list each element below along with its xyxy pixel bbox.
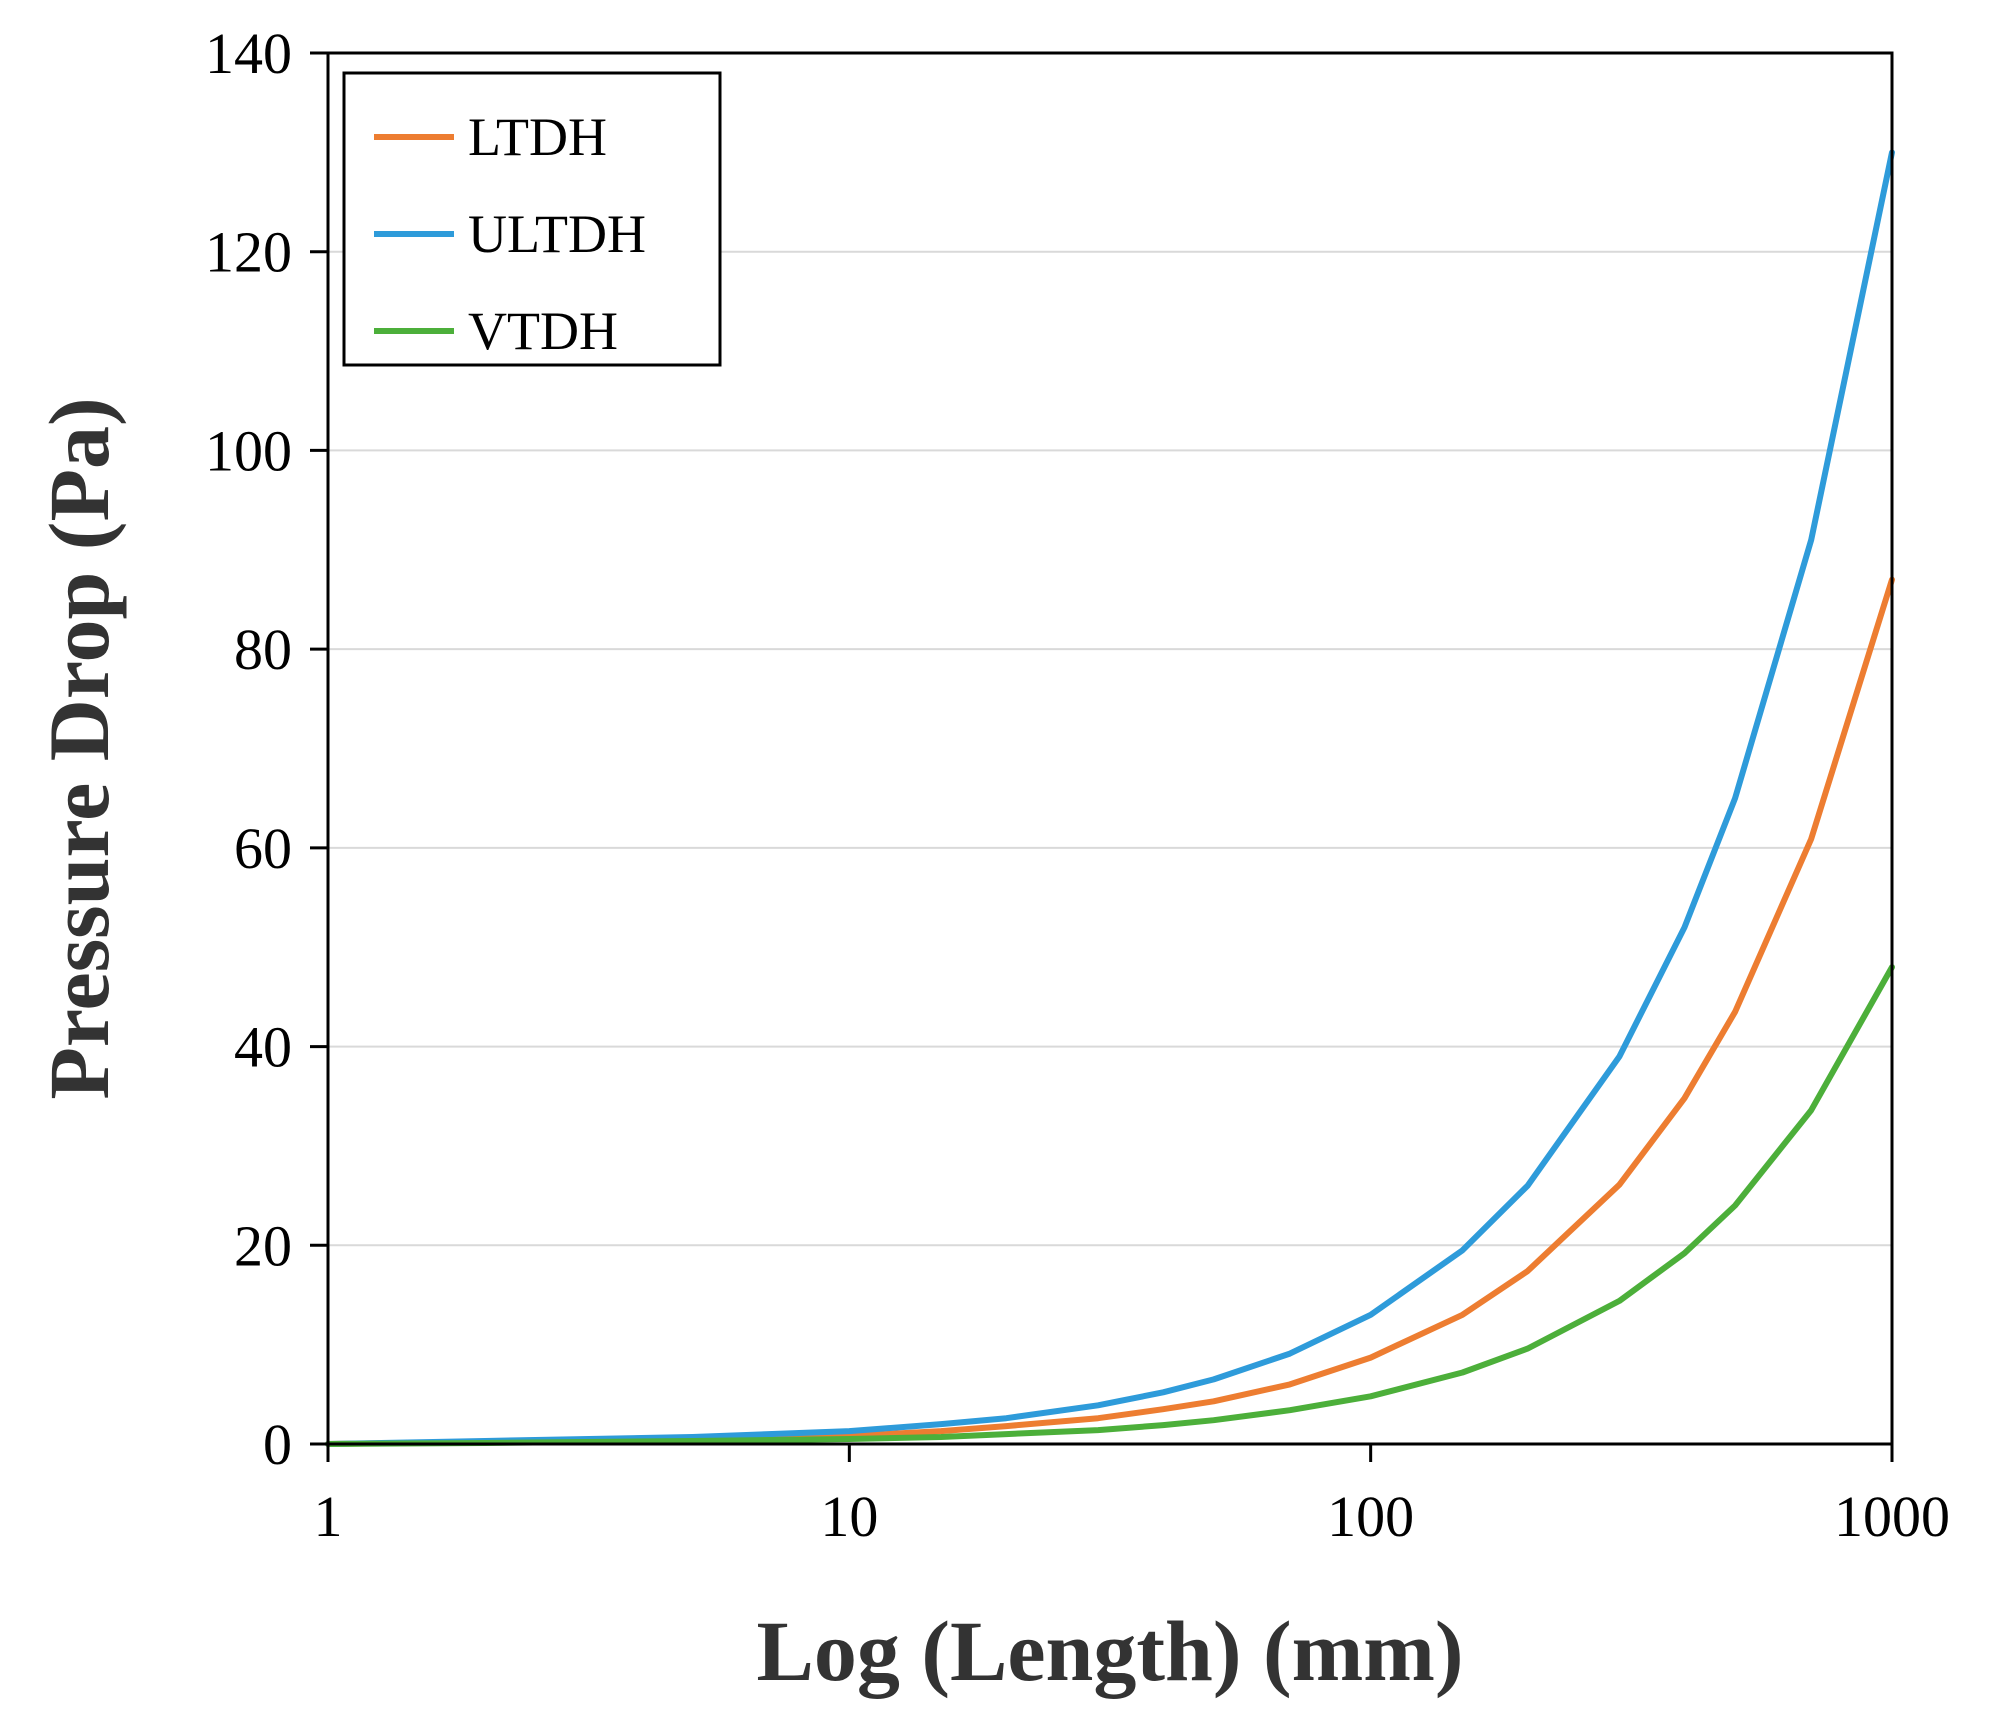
legend-label-ultdh: ULTDH	[468, 204, 646, 264]
x-tick-label: 1000	[1834, 1484, 1950, 1549]
series-layer	[325, 149, 1895, 1447]
tick-layer: 0 20 40 60 80 100 120 140 1 10 100 1000	[205, 21, 1950, 1549]
legend-label-vtdh: VTDH	[468, 301, 618, 361]
y-tick-label: 80	[234, 617, 292, 682]
y-tick-label: 0	[263, 1412, 292, 1477]
plot-frame	[326, 51, 1894, 1446]
y-tick-label: 120	[205, 220, 292, 285]
y-tick-label: 140	[205, 21, 292, 86]
grid-layer	[328, 250, 1892, 1247]
x-tick-label: 10	[820, 1484, 878, 1549]
y-tick-label: 40	[234, 1015, 292, 1080]
legend: LTDH ULTDH VTDH	[342, 71, 722, 367]
y-tick-label: 20	[234, 1213, 292, 1278]
x-tick-label: 100	[1327, 1484, 1414, 1549]
y-tick-label: 100	[205, 418, 292, 483]
series-line-ltdh	[325, 576, 1895, 1447]
legend-box	[342, 71, 722, 367]
y-axis-title: Pressure Drop (Pa)	[31, 397, 127, 1099]
y-tick-label: 60	[234, 816, 292, 881]
x-tick-label: 1	[314, 1484, 343, 1549]
series-line-vtdh	[325, 964, 1895, 1447]
legend-items: LTDH ULTDH VTDH	[374, 107, 646, 361]
series-line-ultdh	[325, 149, 1895, 1447]
x-axis-title: Log (Length) (mm)	[756, 1603, 1463, 1699]
legend-label-ltdh: LTDH	[468, 107, 607, 167]
